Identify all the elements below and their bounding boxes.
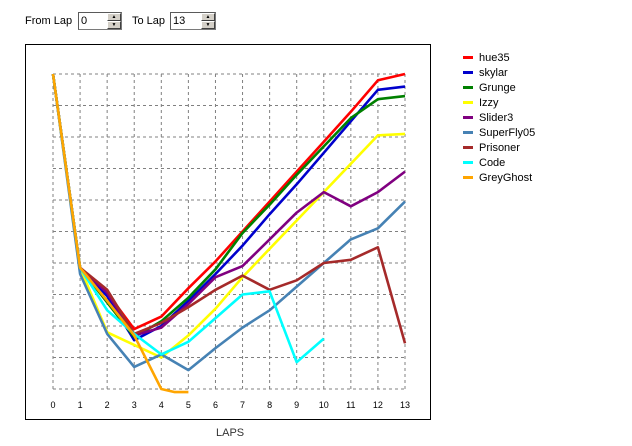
legend-swatch <box>463 71 473 74</box>
legend-label: GreyGhost <box>479 172 533 184</box>
series-line-superfly05 <box>51 73 406 372</box>
legend-label: Code <box>479 157 506 169</box>
series-line-izzy <box>51 73 406 359</box>
legend-label: Izzy <box>479 97 499 109</box>
x-tick-label: 13 <box>400 400 410 410</box>
x-axis-title: LAPS <box>216 427 245 439</box>
x-tick-label: 9 <box>294 400 299 410</box>
from-lap-spinner[interactable]: ▲ ▼ <box>78 12 122 30</box>
legend-swatch <box>463 101 473 104</box>
x-tick-label: 4 <box>159 400 164 410</box>
legend-swatch <box>463 146 473 149</box>
x-tick-label: 8 <box>267 400 272 410</box>
legend-swatch <box>463 116 473 119</box>
series-line-prisoner <box>51 73 407 344</box>
legend-label: Slider3 <box>479 112 514 124</box>
to-lap-spinner[interactable]: ▲ ▼ <box>170 12 216 30</box>
series-line-greyghost <box>51 73 189 394</box>
legend-swatch <box>463 86 473 89</box>
x-tick-label: 3 <box>132 400 137 410</box>
from-lap-input[interactable] <box>81 14 107 28</box>
legend-label: Grunge <box>479 82 516 94</box>
x-tick-label: 10 <box>319 400 329 410</box>
to-lap-input[interactable] <box>173 14 199 28</box>
x-tick-label: 1 <box>78 400 83 410</box>
legend-label: skylar <box>479 67 508 79</box>
series-line-code <box>51 73 325 364</box>
legend-swatch <box>463 56 473 59</box>
lap-chart: 0 1 2 3 4 5 6 7 8 9 10 11 12 13 <box>25 44 431 420</box>
legend-label: hue35 <box>479 52 510 64</box>
from-lap-up-button[interactable]: ▲ <box>107 13 121 21</box>
to-lap-down-button[interactable]: ▼ <box>201 21 215 29</box>
x-tick-label: 2 <box>105 400 110 410</box>
from-lap-down-button[interactable]: ▼ <box>107 21 121 29</box>
x-tick-label: 5 <box>186 400 191 410</box>
to-lap-label: To Lap <box>132 15 166 27</box>
lap-chart-svg: 0 1 2 3 4 5 6 7 8 9 10 11 12 13 <box>50 72 410 410</box>
x-tick-label: 7 <box>240 400 245 410</box>
legend-label: SuperFly05 <box>479 127 536 139</box>
to-lap-up-button[interactable]: ▲ <box>201 13 215 21</box>
x-tick-label: 11 <box>346 400 355 410</box>
series-line-skylar <box>51 73 406 342</box>
x-tick-label: 0 <box>50 400 55 410</box>
legend-swatch <box>463 131 473 134</box>
legend-swatch <box>463 176 473 179</box>
legend-label: Prisoner <box>479 142 520 154</box>
series-line-slider3 <box>51 73 406 337</box>
from-lap-label: From Lap <box>25 15 73 27</box>
x-tick-label: 12 <box>373 400 383 410</box>
legend-swatch <box>463 161 473 164</box>
x-tick-label: 6 <box>213 400 218 410</box>
